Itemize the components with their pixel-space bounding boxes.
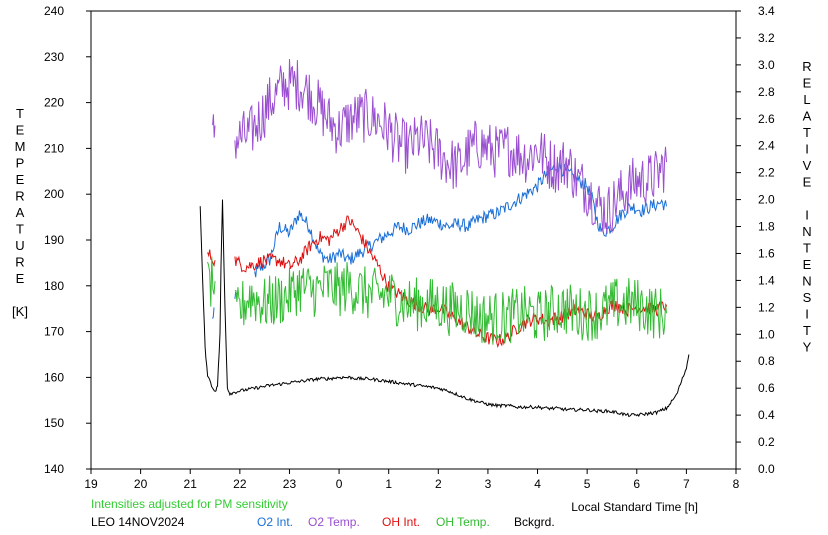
right-axis-letter: I	[805, 307, 809, 322]
right-tick-label: 0.8	[758, 354, 775, 368]
right-tick-label: 2.2	[758, 166, 775, 180]
right-axis-letter: L	[803, 92, 810, 107]
right-tick-label: 2.8	[758, 85, 775, 99]
right-axis-letter: T	[803, 323, 811, 338]
x-tick-label: 3	[485, 477, 492, 491]
left-axis-letter: P	[16, 156, 25, 171]
x-tick-label: 6	[633, 477, 640, 491]
left-tick-label: 220	[44, 96, 64, 110]
legend-o2-temp: O2 Temp.	[308, 515, 360, 529]
series-oh-temp-line	[234, 262, 667, 345]
x-tick-label: 22	[233, 477, 247, 491]
left-tick-label: 170	[44, 325, 64, 339]
legend-oh-temp: OH Temp.	[436, 515, 490, 529]
left-tick-label: 150	[44, 416, 64, 430]
x-tick-label: 7	[683, 477, 690, 491]
left-tick-label: 240	[44, 4, 64, 18]
right-axis-letter: I	[805, 208, 809, 223]
right-tick-label: 2.6	[758, 112, 775, 126]
right-tick-label: 0.6	[758, 381, 775, 395]
left-axis-letter: E	[16, 271, 25, 286]
right-axis-letter: T	[803, 125, 811, 140]
right-axis-letter: S	[803, 290, 812, 305]
legend-bckgrd: Bckgrd.	[514, 515, 555, 529]
left-axis-letter: U	[15, 238, 24, 253]
ticks-group: 19 20 21 22 23 0 1 2 3 4 5 6 7 8140150160170180190200…	[44, 4, 775, 491]
left-axis-letter: T	[16, 106, 24, 121]
right-axis-letter: E	[803, 257, 812, 272]
series-o2-temp-line	[212, 114, 216, 138]
x-tick-label: 19	[84, 477, 98, 491]
right-tick-label: 2.4	[758, 139, 775, 153]
x-tick-label: 8	[733, 477, 740, 491]
left-axis-letter: E	[16, 123, 25, 138]
pm-sensitivity-note: Intensities adjusted for PM sensitivity	[91, 497, 288, 511]
left-axis-letter: M	[15, 139, 26, 154]
right-tick-label: 1.8	[758, 220, 775, 234]
legend-o2-int: O2 Int.	[257, 515, 293, 529]
series-o2-int-line	[212, 307, 215, 319]
left-tick-label: 230	[44, 50, 64, 64]
series-bckgrd-line	[199, 199, 223, 392]
x-tick-label: 0	[336, 477, 343, 491]
left-axis-letter: [K]	[12, 304, 28, 319]
right-axis-letter: Y	[803, 340, 812, 355]
left-tick-label: 180	[44, 279, 64, 293]
series-group	[199, 58, 690, 418]
left-tick-label: 160	[44, 370, 64, 384]
right-tick-label: 3.4	[758, 4, 775, 18]
right-tick-label: 1.2	[758, 300, 775, 314]
right-tick-label: 3.2	[758, 31, 775, 45]
right-tick-label: 2.0	[758, 193, 775, 207]
x-tick-label: 20	[134, 477, 148, 491]
right-tick-label: 3.0	[758, 58, 775, 72]
right-axis-letter: N	[802, 224, 811, 239]
right-axis-letter: V	[803, 158, 812, 173]
left-axis-letter: E	[16, 172, 25, 187]
plot-area	[90, 10, 737, 470]
x-tick-label: 21	[184, 477, 198, 491]
left-tick-label: 200	[44, 187, 64, 201]
left-axis-letter: T	[16, 222, 24, 237]
right-tick-label: 1.0	[758, 327, 775, 341]
left-axis-letter: R	[15, 189, 24, 204]
right-axis-letter: E	[803, 175, 812, 190]
x-tick-label: 1	[385, 477, 392, 491]
x-tick-label: 5	[584, 477, 591, 491]
x-tick-label: 2	[435, 477, 442, 491]
plot-frame	[90, 10, 737, 470]
left-tick-label: 190	[44, 233, 64, 247]
right-tick-label: 0.4	[758, 408, 775, 422]
right-axis-letter: E	[803, 76, 812, 91]
left-tick-label: 140	[44, 462, 64, 476]
right-tick-label: 1.4	[758, 273, 775, 287]
right-axis-letter: N	[802, 274, 811, 289]
x-axis-title: Local Standard Time [h]	[571, 500, 698, 514]
legend-oh-int: OH Int.	[382, 515, 420, 529]
left-axis-letter: R	[15, 255, 24, 270]
right-tick-label: 0.0	[758, 462, 775, 476]
left-tick-label: 210	[44, 141, 64, 155]
x-tick-label: 23	[283, 477, 297, 491]
right-tick-label: 1.6	[758, 246, 775, 260]
series-oh-temp-line	[207, 256, 216, 307]
series-o2-int-line	[254, 162, 667, 278]
right-tick-label: 0.2	[758, 435, 775, 449]
series-o2-temp-line	[234, 58, 667, 234]
station-date: LEO 14NOV2024	[91, 515, 185, 529]
series-bckgrd-line	[222, 199, 690, 418]
right-axis-letter: T	[803, 241, 811, 256]
x-tick-label: 4	[534, 477, 541, 491]
right-axis-letter: I	[805, 142, 809, 157]
right-axis-letter: R	[802, 59, 811, 74]
left-axis-letter: A	[16, 205, 25, 220]
right-axis-letter: A	[803, 109, 812, 124]
